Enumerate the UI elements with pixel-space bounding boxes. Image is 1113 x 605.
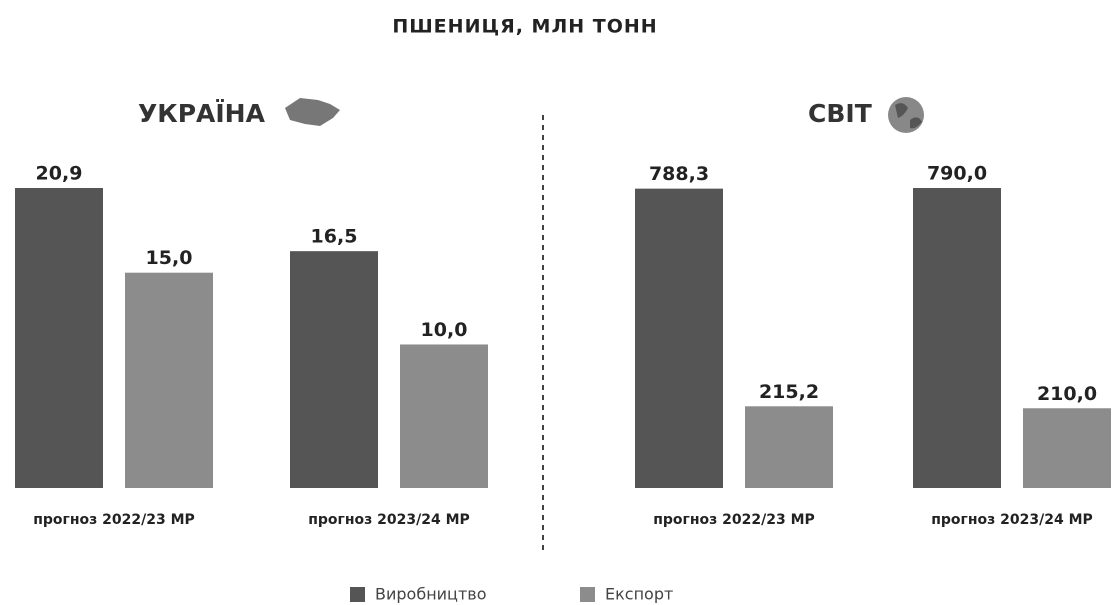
bar <box>290 251 378 488</box>
bar <box>400 344 488 488</box>
panel-title: УКРАЇНА <box>138 98 266 128</box>
bar <box>745 406 833 488</box>
value-label: 16,5 <box>311 226 358 248</box>
category-label: прогноз 2022/23 МР <box>653 512 815 528</box>
value-label: 788,3 <box>649 163 709 185</box>
legend-label: Експорт <box>605 585 673 604</box>
value-label: 215,2 <box>759 381 819 403</box>
legend-label: Виробництво <box>375 585 486 604</box>
category-label: прогноз 2023/24 МР <box>308 512 470 528</box>
value-label: 20,9 <box>36 163 83 185</box>
legend-swatch <box>350 587 365 602</box>
globe-icon <box>888 97 924 133</box>
chart-title: ПШЕНИЦЯ, МЛН ТОНН <box>392 16 657 38</box>
bar <box>913 188 1001 488</box>
globe-land <box>895 103 922 129</box>
bar <box>1023 408 1111 488</box>
legend-swatch <box>580 587 595 602</box>
bar <box>125 272 213 488</box>
category-label: прогноз 2022/23 МР <box>33 512 195 528</box>
panel-title: СВІТ <box>808 99 872 128</box>
bar <box>15 188 103 488</box>
value-label: 210,0 <box>1037 383 1097 405</box>
bar <box>635 188 723 488</box>
category-label: прогноз 2023/24 МР <box>931 512 1093 528</box>
value-label: 10,0 <box>421 319 468 341</box>
ukraine-icon <box>285 98 340 126</box>
value-label: 15,0 <box>146 247 193 269</box>
value-label: 790,0 <box>927 163 987 185</box>
